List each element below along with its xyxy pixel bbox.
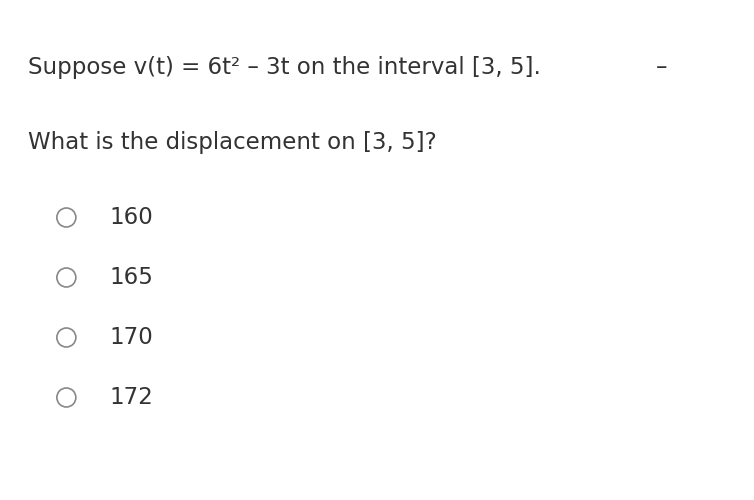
Text: –: – xyxy=(656,56,667,79)
Text: Suppose v(t) = 6t² – 3t on the interval [3, 5].: Suppose v(t) = 6t² – 3t on the interval … xyxy=(28,56,541,79)
Text: What is the displacement on [3, 5]?: What is the displacement on [3, 5]? xyxy=(28,131,437,154)
Text: 160: 160 xyxy=(109,206,153,229)
Text: 172: 172 xyxy=(109,386,153,409)
Text: 165: 165 xyxy=(109,266,153,289)
Text: 170: 170 xyxy=(109,326,153,349)
